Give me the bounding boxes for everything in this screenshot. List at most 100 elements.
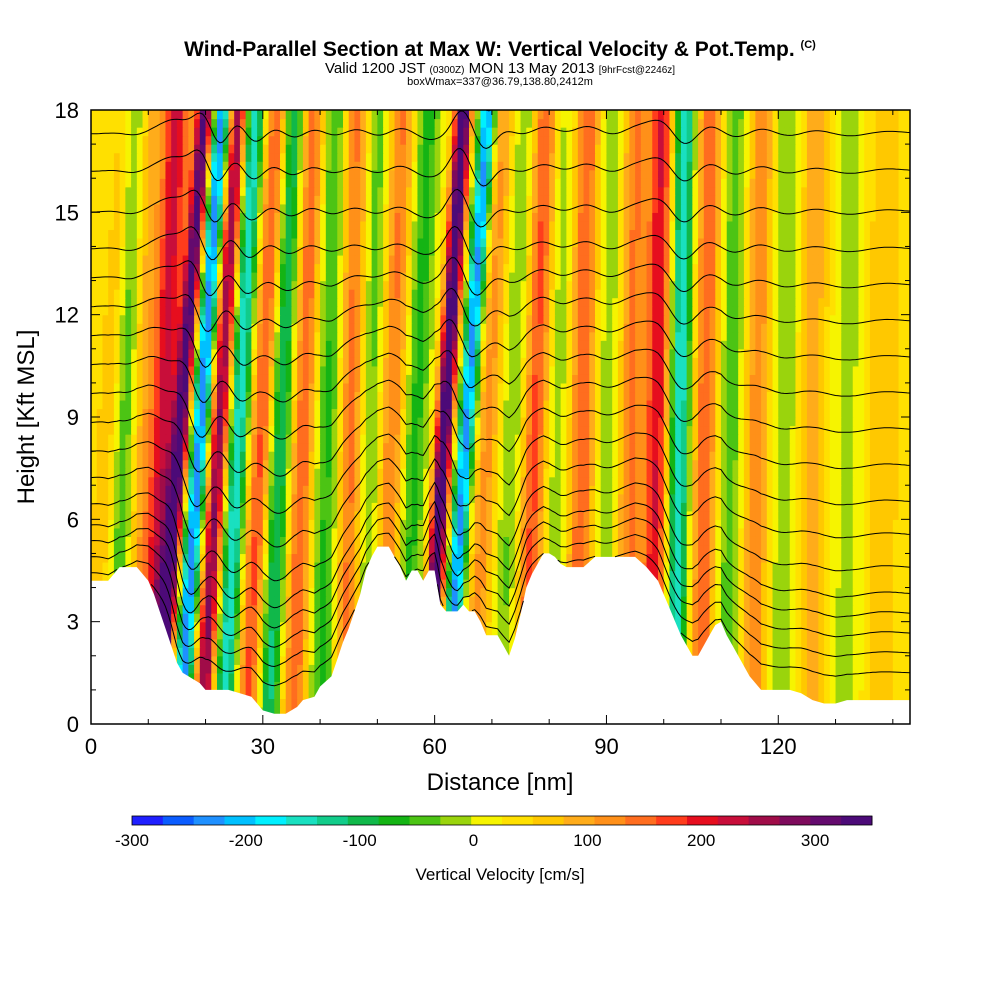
velocity-cell bbox=[171, 425, 178, 435]
velocity-cell bbox=[308, 613, 315, 623]
velocity-cell bbox=[566, 434, 573, 444]
velocity-cell bbox=[280, 587, 287, 597]
velocity-cell bbox=[503, 561, 510, 572]
velocity-cell bbox=[314, 613, 321, 623]
velocity-cell bbox=[554, 536, 562, 546]
velocity-cell bbox=[446, 476, 453, 486]
velocity-cell bbox=[572, 493, 579, 503]
velocity-cell bbox=[864, 604, 871, 614]
velocity-cell bbox=[686, 468, 693, 478]
velocity-cell bbox=[887, 485, 894, 495]
velocity-cell bbox=[245, 519, 252, 529]
velocity-cell bbox=[337, 553, 344, 563]
velocity-cell bbox=[268, 664, 275, 674]
velocity-cell bbox=[892, 596, 900, 606]
chart-title: Wind-Parallel Section at Max W: Vertical… bbox=[0, 38, 1000, 62]
velocity-cell bbox=[251, 502, 258, 512]
velocity-cell bbox=[257, 596, 264, 606]
velocity-cell bbox=[680, 630, 688, 640]
velocity-cell bbox=[211, 604, 218, 614]
velocity-cell bbox=[469, 510, 476, 520]
velocity-cell bbox=[486, 476, 493, 486]
velocity-cell bbox=[606, 425, 613, 435]
velocity-cell bbox=[623, 425, 630, 435]
velocity-cell bbox=[411, 434, 419, 444]
velocity-cell bbox=[388, 434, 396, 444]
velocity-cell bbox=[784, 579, 791, 589]
velocity-cell bbox=[572, 425, 579, 435]
velocity-cell bbox=[795, 442, 802, 452]
velocity-cell bbox=[91, 502, 98, 512]
velocity-cell bbox=[446, 485, 453, 495]
velocity-cell bbox=[239, 638, 247, 648]
velocity-cell bbox=[474, 493, 482, 503]
velocity-cell bbox=[451, 570, 459, 580]
velocity-cell bbox=[268, 672, 275, 682]
velocity-cell bbox=[205, 493, 212, 503]
velocity-cell bbox=[577, 510, 585, 520]
velocity-cell bbox=[469, 604, 476, 614]
velocity-cell bbox=[469, 459, 476, 469]
velocity-cell bbox=[738, 544, 745, 555]
velocity-cell bbox=[646, 459, 653, 469]
velocity-cell bbox=[623, 451, 630, 461]
velocity-cell bbox=[864, 689, 871, 700]
velocity-cell bbox=[749, 553, 756, 563]
velocity-cell bbox=[812, 596, 819, 606]
velocity-cell bbox=[285, 502, 293, 512]
velocity-cell bbox=[806, 553, 814, 563]
velocity-cell bbox=[549, 519, 556, 529]
velocity-cell bbox=[377, 527, 384, 537]
velocity-cell bbox=[904, 579, 910, 589]
velocity-cell bbox=[297, 485, 304, 495]
velocity-cell bbox=[675, 596, 682, 606]
velocity-cell bbox=[440, 570, 447, 580]
velocity-cell bbox=[234, 553, 241, 563]
velocity-cell bbox=[388, 451, 396, 461]
velocity-cell bbox=[354, 485, 361, 495]
velocity-cell bbox=[646, 476, 653, 486]
velocity-cell bbox=[629, 459, 636, 469]
velocity-cell bbox=[239, 425, 247, 435]
velocity-cell bbox=[108, 561, 115, 572]
velocity-cell bbox=[102, 485, 109, 495]
velocity-cell bbox=[205, 613, 212, 623]
velocity-cell bbox=[818, 621, 825, 631]
velocity-cell bbox=[325, 638, 333, 648]
velocity-cell bbox=[560, 510, 567, 520]
velocity-cell bbox=[96, 553, 104, 563]
velocity-cell bbox=[703, 468, 711, 478]
velocity-cell bbox=[904, 647, 910, 657]
velocity-cell bbox=[778, 681, 785, 691]
velocity-cell bbox=[554, 553, 562, 563]
velocity-cell bbox=[829, 553, 837, 563]
velocity-cell bbox=[285, 587, 293, 597]
velocity-cell bbox=[400, 493, 407, 503]
velocity-cell bbox=[635, 425, 642, 435]
velocity-cell bbox=[847, 485, 854, 495]
velocity-cell bbox=[749, 544, 756, 555]
velocity-cell bbox=[715, 596, 722, 606]
velocity-cell bbox=[789, 655, 797, 665]
velocity-cell bbox=[841, 587, 848, 597]
velocity-cell bbox=[291, 493, 298, 503]
velocity-cell bbox=[864, 561, 871, 572]
velocity-cell bbox=[159, 451, 167, 461]
velocity-cell bbox=[572, 476, 579, 486]
velocity-cell bbox=[325, 468, 333, 478]
velocity-cell bbox=[526, 459, 533, 469]
velocity-cell bbox=[852, 647, 860, 657]
velocity-cell bbox=[257, 579, 264, 589]
velocity-cell bbox=[331, 519, 338, 529]
velocity-cell bbox=[165, 527, 172, 537]
velocity-cell bbox=[726, 485, 734, 495]
velocity-cell bbox=[228, 451, 235, 461]
velocity-cell bbox=[136, 459, 144, 469]
velocity-cell bbox=[829, 664, 837, 674]
velocity-cell bbox=[423, 425, 430, 435]
velocity-cell bbox=[497, 451, 504, 461]
velocity-cell bbox=[463, 596, 470, 606]
velocity-cell bbox=[852, 434, 860, 444]
velocity-cell bbox=[217, 434, 224, 444]
velocity-cell bbox=[428, 476, 436, 486]
